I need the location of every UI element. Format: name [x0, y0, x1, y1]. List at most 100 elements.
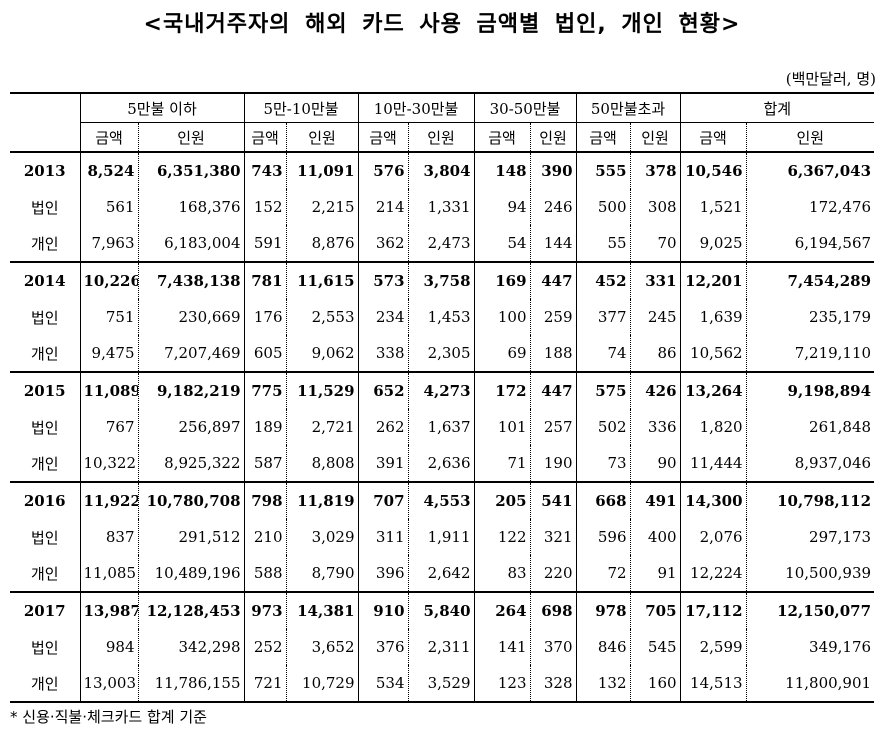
row-label: 법인	[10, 629, 81, 665]
amount-cell: 798	[244, 481, 287, 519]
row-label: 개인	[10, 335, 81, 373]
amount-cell: 176	[244, 299, 287, 335]
header-amount: 금액	[80, 122, 139, 153]
table-row: 2013 8,524 6,351,380 743 11,091 576 3,804 148 39…	[10, 151, 875, 189]
persons-cell: 400	[630, 519, 681, 555]
header-persons: 인원	[286, 122, 359, 153]
persons-cell: 2,215	[286, 189, 359, 225]
amount-cell: 978	[576, 591, 631, 629]
persons-cell: 11,615	[286, 261, 359, 299]
table-row: 법인 561 168,376 152 2,215 214 1,331 94 246 500 308 1…	[10, 189, 874, 225]
amount-cell: 7,963	[80, 225, 139, 263]
amount-cell: 262	[358, 409, 409, 445]
amount-cell: 172	[474, 371, 531, 409]
persons-cell: 7,219,110	[746, 335, 875, 373]
header-corner	[10, 93, 81, 153]
amount-cell: 1,521	[680, 189, 747, 225]
amount-cell: 721	[244, 665, 287, 703]
row-label: 법인	[10, 519, 81, 555]
persons-cell: 7,454,289	[746, 261, 875, 299]
persons-cell: 328	[530, 665, 577, 703]
amount-cell: 11,085	[80, 555, 139, 593]
table-body: 2013 8,524 6,351,380 743 11,091 576 3,804 148 39…	[10, 151, 875, 703]
header-row-groups: 5만불 이하 5만-10만불 10만-30만불 30-50만불 50만불초과 합…	[10, 93, 875, 153]
persons-cell: 168,376	[138, 189, 245, 225]
table-row: 법인 751 230,669 176 2,553 234 1,453 100 259 377 245…	[10, 299, 874, 335]
amount-cell: 775	[244, 371, 287, 409]
persons-cell: 2,721	[286, 409, 359, 445]
persons-cell: 3,529	[408, 665, 475, 703]
row-label: 2017	[10, 591, 81, 629]
amount-cell: 2,599	[680, 629, 747, 665]
persons-cell: 1,453	[408, 299, 475, 335]
amount-cell: 123	[474, 665, 531, 703]
amount-cell: 8,524	[80, 151, 139, 189]
persons-cell: 10,489,196	[138, 555, 245, 593]
amount-cell: 596	[576, 519, 631, 555]
amount-cell: 132	[576, 665, 631, 703]
persons-cell: 261,848	[809, 418, 872, 436]
amount-cell: 72	[576, 555, 631, 593]
amount-cell: 264	[474, 591, 531, 629]
amount-cell: 17,112	[680, 591, 747, 629]
persons-cell: 336	[630, 409, 681, 445]
persons-cell: 8,808	[286, 445, 359, 483]
amount-cell: 1,639	[680, 299, 747, 335]
persons-cell: 491	[630, 481, 681, 519]
amount-cell: 12,201	[680, 261, 747, 299]
amount-cell: 252	[244, 629, 287, 665]
row-label: 2013	[10, 151, 81, 189]
amount-cell: 391	[358, 445, 409, 483]
persons-cell: 291,512	[138, 519, 245, 555]
amount-cell: 10,322	[80, 445, 139, 483]
persons-cell: 8,876	[286, 225, 359, 263]
amount-cell: 668	[576, 481, 631, 519]
amount-cell: 973	[244, 591, 287, 629]
persons-cell: 2,473	[408, 225, 475, 263]
row-label: 개인	[10, 665, 81, 703]
amount-cell: 561	[80, 189, 139, 225]
persons-cell: 86	[630, 335, 681, 373]
amount-cell: 169	[474, 261, 531, 299]
persons-cell: 10,729	[286, 665, 359, 703]
amount-cell: 214	[358, 189, 409, 225]
persons-cell: 14,381	[286, 591, 359, 629]
persons-cell: 4,273	[408, 371, 475, 409]
persons-cell: 6,194,567	[746, 225, 875, 263]
header-amount: 금액	[680, 122, 747, 153]
amount-cell: 452	[576, 261, 631, 299]
header-group: 합계	[680, 93, 875, 123]
amount-cell: 13,003	[80, 665, 139, 703]
amount-cell: 11,922	[80, 481, 139, 519]
amount-cell: 83	[474, 555, 531, 593]
unit-label: (백만달러, 명)	[785, 70, 876, 88]
persons-cell: 91	[630, 555, 681, 593]
amount-cell: 69	[474, 335, 531, 373]
persons-cell: 9,062	[286, 335, 359, 373]
amount-cell: 591	[244, 225, 287, 263]
table-row: 법인 984 342,298 252 3,652 376 2,311 141 370 846 545…	[10, 629, 874, 665]
table-row: 2015 11,089 9,182,219 775 11,529 652 4,273 172 4…	[10, 371, 875, 409]
row-label: 법인	[10, 299, 81, 335]
persons-cell: 297,173	[809, 528, 872, 546]
persons-cell: 11,529	[286, 371, 359, 409]
header-amount: 금액	[358, 122, 409, 153]
amount-cell: 984	[80, 629, 139, 665]
amount-cell: 1,820	[680, 409, 747, 445]
amount-cell: 588	[244, 555, 287, 593]
persons-cell: 378	[630, 151, 681, 189]
table-row: 2017 13,987 12,128,453 973 14,381 910 5,840 264…	[10, 591, 875, 629]
header-persons: 인원	[530, 122, 577, 153]
amount-cell: 100	[474, 299, 531, 335]
persons-cell: 10,798,112	[746, 481, 875, 519]
persons-cell: 9,198,894	[746, 371, 875, 409]
amount-cell: 122	[474, 519, 531, 555]
amount-cell: 11,444	[680, 445, 747, 483]
persons-cell: 8,937,046	[746, 445, 875, 483]
amount-cell: 605	[244, 335, 287, 373]
amount-cell: 11,089	[80, 371, 139, 409]
amount-cell: 10,226	[80, 261, 139, 299]
persons-cell: 230,669	[138, 299, 245, 335]
persons-cell: 2,636	[408, 445, 475, 483]
amount-cell: 311	[358, 519, 409, 555]
